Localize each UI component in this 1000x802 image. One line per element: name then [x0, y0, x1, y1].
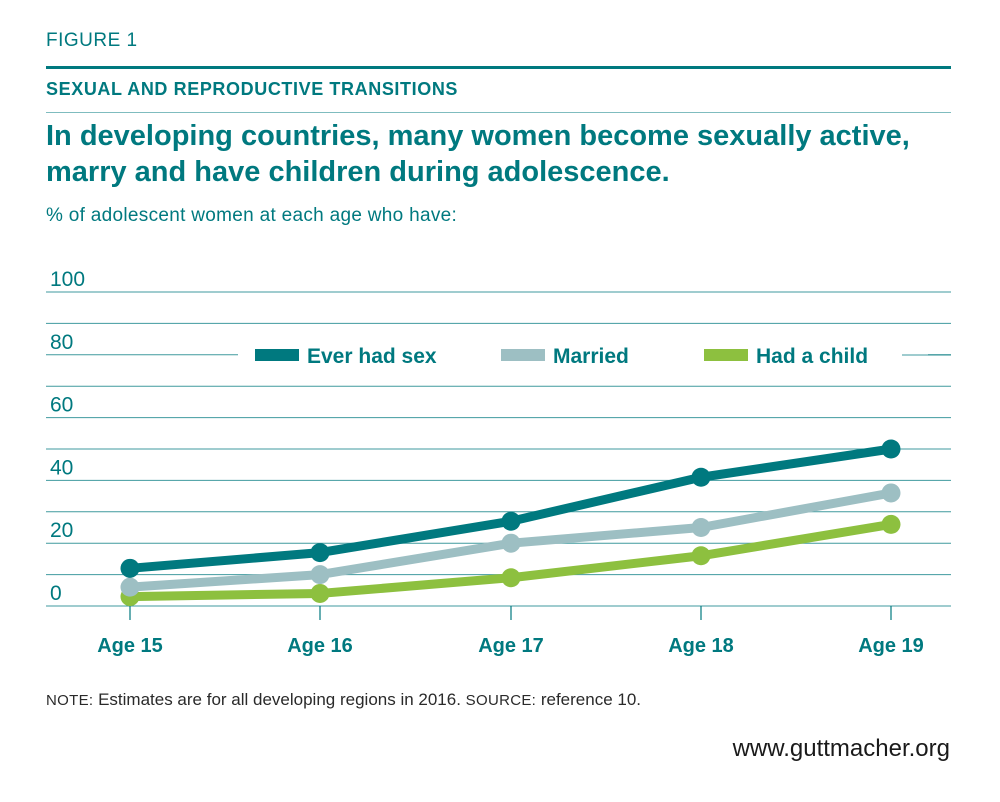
y-tick-label: 40: [50, 456, 73, 479]
data-point: [120, 577, 140, 597]
y-tick-label: 0: [50, 582, 62, 605]
data-point: [691, 518, 711, 537]
grid-lines: [46, 291, 951, 607]
data-point: [881, 514, 901, 534]
legend-label: Had a child: [756, 345, 868, 368]
x-tick-label: Age 19: [858, 635, 924, 657]
y-axis-ticks: 100 80 60 40 20 0: [50, 268, 85, 605]
legend-label: Married: [553, 345, 629, 368]
x-tick-label: Age 17: [478, 635, 544, 657]
legend-swatch: [255, 349, 299, 361]
note-label: NOTE:: [46, 692, 94, 709]
data-point: [501, 533, 521, 553]
data-point: [501, 568, 521, 588]
source-text: reference 10.: [536, 690, 642, 709]
y-tick-label: 20: [50, 519, 73, 542]
data-point: [691, 467, 711, 487]
y-tick-label: 100: [50, 268, 85, 291]
legend-swatch: [704, 349, 748, 361]
source-label: SOURCE:: [465, 692, 537, 709]
x-tick-label: Age 18: [668, 635, 734, 657]
data-point: [310, 543, 330, 563]
chart-note: NOTE: Estimates are for all developing r…: [46, 690, 641, 710]
legend-label: Ever had sex: [307, 345, 437, 368]
legend-swatch: [501, 349, 545, 361]
header-rule: [46, 66, 951, 69]
note-text: Estimates are for all developing regions…: [93, 690, 466, 709]
website-url: www.guttmacher.org: [732, 735, 950, 762]
y-tick-label: 80: [50, 331, 73, 354]
x-axis: Age 15 Age 16 Age 17 Age 18 Age 19: [97, 606, 924, 657]
y-tick-label: 60: [50, 394, 73, 417]
data-point: [310, 583, 330, 603]
data-point: [881, 483, 901, 503]
data-point: [691, 546, 711, 566]
x-tick-label: Age 16: [287, 635, 353, 657]
x-tick-label: Age 15: [97, 635, 163, 657]
data-point: [120, 558, 140, 578]
data-point: [310, 565, 330, 585]
chart-kicker: SEXUAL AND REPRODUCTIVE TRANSITIONS: [46, 79, 459, 99]
chart-subtitle: % of adolescent women at each age who ha…: [46, 205, 458, 226]
chart-headline: In developing countries, many women beco…: [46, 120, 910, 188]
kicker-rule: [46, 112, 951, 113]
data-point: [501, 511, 521, 531]
data-point: [881, 439, 901, 459]
series-lines: [120, 439, 901, 607]
legend: Ever had sex Married Had a child: [238, 342, 951, 368]
figure-label: FIGURE 1: [46, 30, 138, 51]
legend-background: [238, 342, 928, 368]
